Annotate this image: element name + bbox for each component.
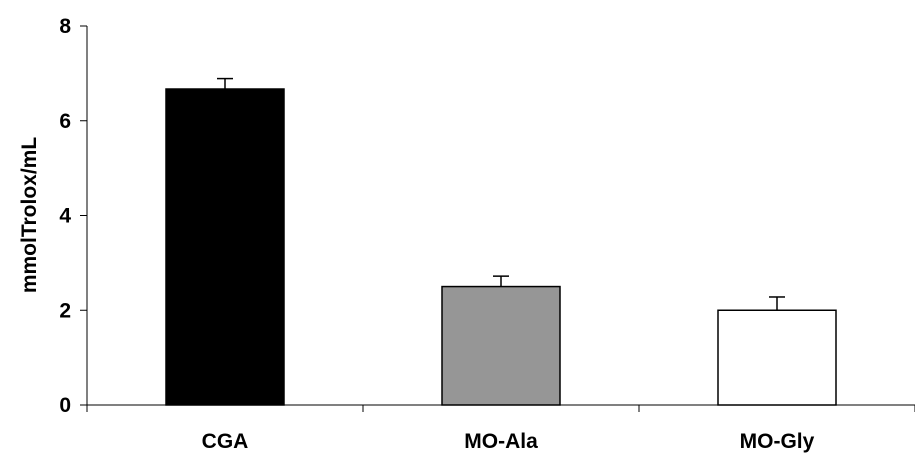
y-tick-label-0: 0 [59, 394, 71, 417]
x-tick-label-MO-Gly: MO-Gly [740, 430, 815, 453]
y-axis-title: mmolTrolox/mL [18, 137, 41, 294]
plot-area: 0 2 4 6 8 CGA MO-Ala MO-Gly [59, 15, 915, 453]
x-tick-label-CGA: CGA [202, 430, 249, 453]
y-tick-label-6: 6 [59, 110, 71, 133]
bar-CGA [165, 88, 285, 406]
y-tick-label-4: 4 [59, 205, 71, 228]
bar-MO-Ala [441, 285, 561, 406]
bar-MO-Gly [717, 309, 837, 406]
y-tick-label-2: 2 [59, 299, 71, 322]
y-tick-label-8: 8 [59, 15, 71, 38]
x-tick-label-MO-Ala: MO-Ala [464, 430, 538, 453]
